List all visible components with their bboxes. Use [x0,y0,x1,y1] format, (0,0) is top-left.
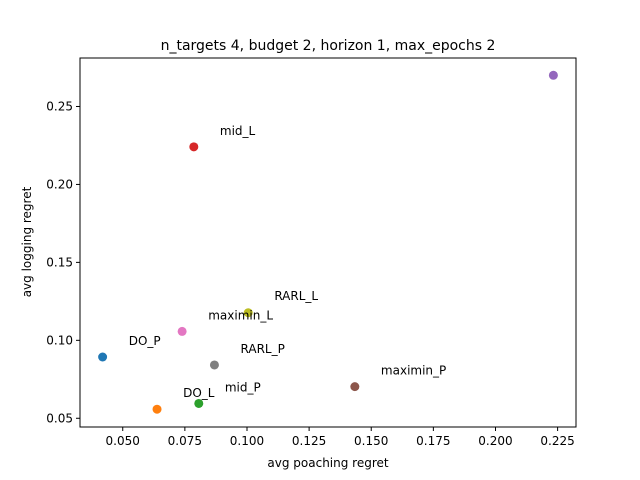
chart-title: n_targets 4, budget 2, horizon 1, max_ep… [161,38,496,54]
data-point [194,398,204,408]
annotation-label: RARL_L [274,289,318,303]
data-point [548,70,558,80]
x-tick-label: 0.150 [354,434,388,448]
y-tick-label: 0.15 [46,255,73,269]
x-tick-label: 0.200 [478,434,512,448]
point-label: RARL_P [241,342,285,356]
x-tick-label: 0.225 [540,434,574,448]
x-axis-label: avg poaching regret [267,456,388,470]
data-point [98,352,108,362]
y-tick-label: 0.25 [46,99,73,113]
x-tick-label: 0.175 [416,434,450,448]
data-point [189,142,199,152]
point-label: mid_P [225,380,261,394]
y-tick-label: 0.20 [46,177,73,191]
point-label: mid_L [220,124,256,138]
y-tick-label: 0.10 [46,333,73,347]
data-point [177,326,187,336]
annotation-label: maximin_L [208,309,273,323]
x-tick-label: 0.075 [168,434,202,448]
plot-frame [79,57,577,428]
y-axis-label: avg logging regret [20,186,34,297]
point-label: maximin_P [381,364,446,378]
plot-area: 0.050 0.075 0.100 0.125 0.150 0.175 0.200 0.225… [46,70,575,448]
x-tick-label: 0.100 [230,434,264,448]
data-point [350,382,360,392]
x-tick-label: 0.125 [292,434,326,448]
data-point [243,308,253,318]
y-tick-label: 0.05 [46,411,73,425]
data-point [209,360,219,370]
point-label: DO_L [183,386,215,400]
point-label: DO_P [129,334,161,348]
x-tick-label: 0.050 [106,434,140,448]
data-point [152,404,162,414]
